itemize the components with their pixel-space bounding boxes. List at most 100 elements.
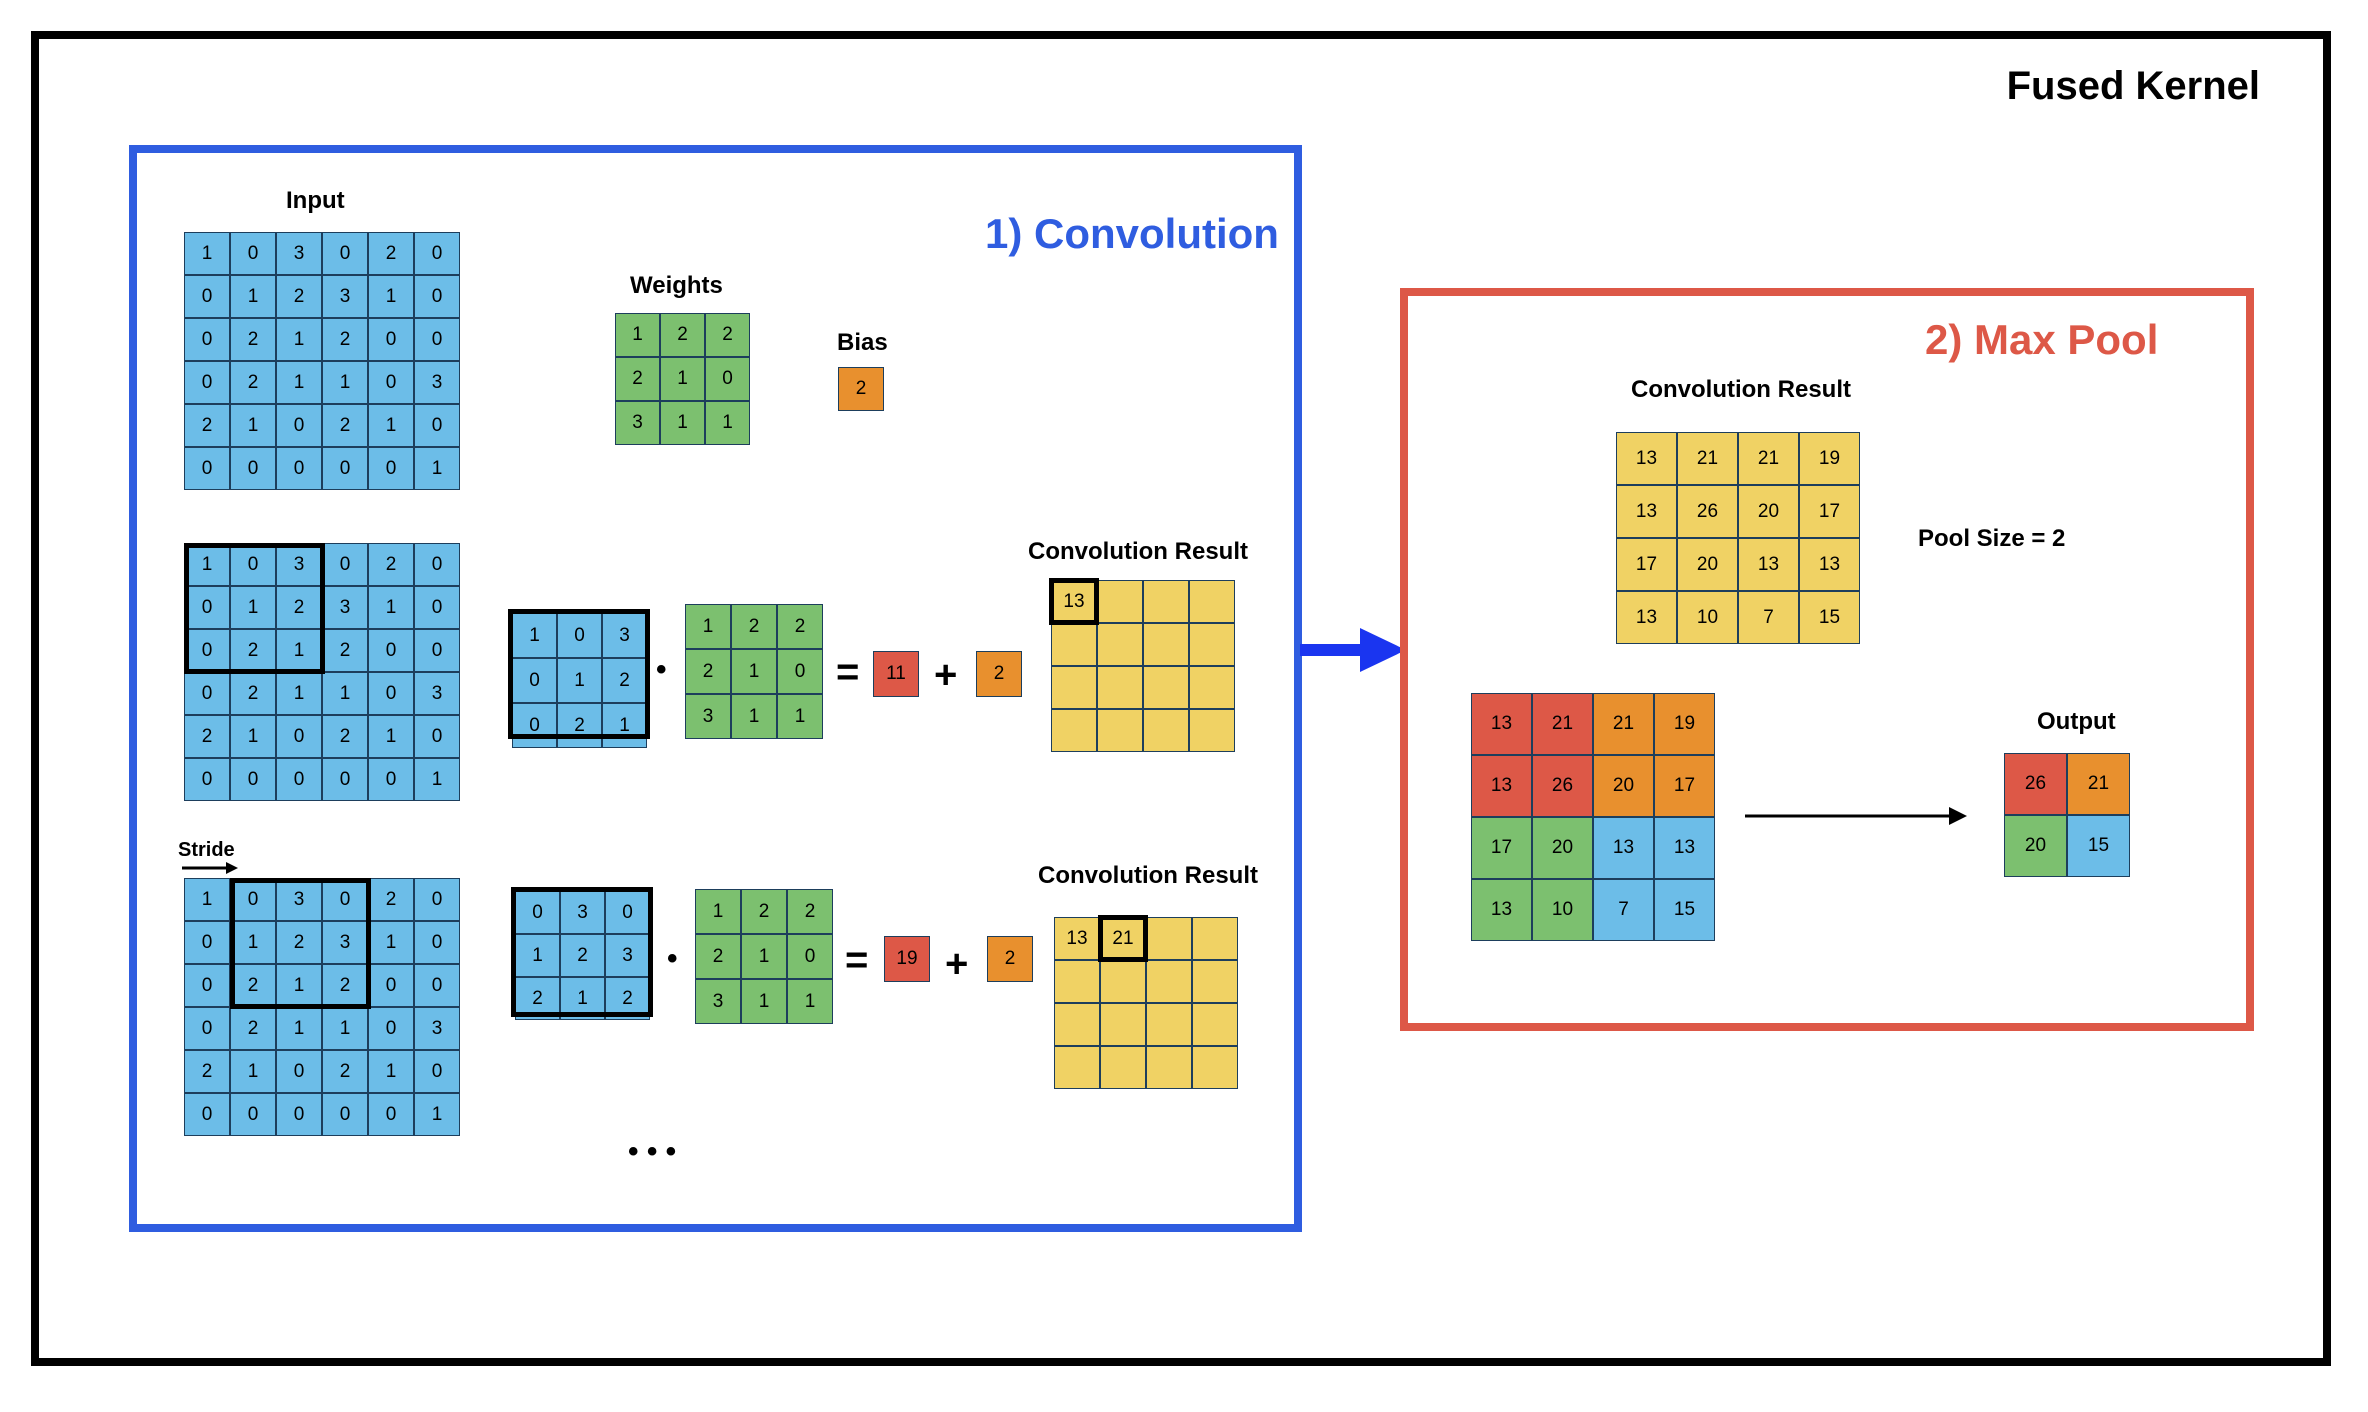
input-grid-step2-cell: 1: [368, 1050, 414, 1093]
input-grid-cell: 0: [230, 447, 276, 490]
input-grid-step2-cell: 0: [368, 964, 414, 1007]
maxpool-colored-grid-cell: 17: [1471, 817, 1532, 879]
equals-operator-2: =: [845, 938, 869, 982]
input-grid-step2-cell: 2: [322, 964, 368, 1007]
weights-grid-cell: 2: [660, 313, 705, 357]
input-grid-cell: 0: [322, 447, 368, 490]
pool-arrow-icon: [1745, 807, 1967, 825]
input-grid-step1-cell: 2: [276, 586, 322, 629]
conv-result-grid-2: 13 21: [1054, 917, 1238, 1089]
input-grid-step1-cell: 0: [230, 543, 276, 586]
maxpool-colored-grid-cell: 7: [1593, 879, 1654, 941]
input-grid-step1-cell: 2: [368, 543, 414, 586]
result-highlight-2: [1098, 915, 1148, 962]
maxpool-colored-grid-cell: 21: [1593, 693, 1654, 755]
maxpool-colored-grid-cell: 10: [1532, 879, 1593, 941]
input-grid-step1-cell: 1: [368, 715, 414, 758]
conv-result-grid-2-cell: [1146, 1046, 1192, 1089]
conv-result-grid-2-cell: [1100, 960, 1146, 1003]
input-grid-step1-cell: 0: [276, 758, 322, 801]
dot-operator-1: •: [656, 653, 667, 686]
dot-result-2: 19: [884, 936, 930, 982]
conv-result-grid-2-cell: [1146, 960, 1192, 1003]
maxpool-colored-grid-cell: 17: [1654, 755, 1715, 817]
conv-result-grid-2-cell: [1054, 1046, 1100, 1089]
conv-result-grid-2-cell: [1054, 1003, 1100, 1046]
conv-result-grid-1-cell: [1189, 623, 1235, 666]
conv-result-grid-1-cell: [1189, 666, 1235, 709]
input-grid-step1-cell: 0: [230, 758, 276, 801]
conv-result-grid-1-cell: [1143, 666, 1189, 709]
maxpool-output-grid-cell: 21: [2067, 753, 2130, 815]
weights-grid-step2-cell: 2: [741, 889, 787, 934]
maxpool-conv-result-grid-cell: 13: [1738, 538, 1799, 591]
maxpool-colored-grid-cell: 13: [1471, 879, 1532, 941]
input-grid-step1-cell: 0: [414, 629, 460, 672]
input-grid-step1-cell: 2: [322, 715, 368, 758]
input-grid-cell: 1: [322, 361, 368, 404]
input-grid-step2-cell: 1: [414, 1093, 460, 1136]
conv-result-grid-1-cell: [1097, 666, 1143, 709]
input-grid-cell: 2: [368, 232, 414, 275]
input-grid-cell: 1: [184, 232, 230, 275]
input-grid-step1-cell: 1: [276, 672, 322, 715]
input-grid-step2-cell: 0: [322, 878, 368, 921]
maxpool-colored-grid-cell: 21: [1532, 693, 1593, 755]
plus-operator-2: +: [945, 942, 969, 986]
window-grid-step1-cell: 1: [557, 658, 602, 703]
weights-grid-cell: 1: [660, 401, 705, 445]
input-grid-cell: 0: [414, 404, 460, 447]
input-grid-step2-cell: 0: [230, 1093, 276, 1136]
maxpool-colored-grid: 13 21 21 19 13 26 20 17 17 20 13 13 13 10 7 15: [1471, 693, 1715, 941]
input-grid-cell: 1: [276, 318, 322, 361]
input-grid-cell: 3: [276, 232, 322, 275]
conv-result-grid-1-cell: [1051, 666, 1097, 709]
maxpool-conv-result-grid-cell: 19: [1799, 432, 1860, 485]
window-grid-step2-cell: 2: [560, 934, 605, 977]
maxpool-conv-result-grid-cell: 20: [1738, 485, 1799, 538]
input-grid-step2-cell: 0: [322, 1093, 368, 1136]
window-highlight-1: [184, 543, 325, 674]
bias-cell: 2: [838, 367, 884, 411]
input-grid-step1-cell: 0: [322, 758, 368, 801]
input-grid-step1-cell: 3: [322, 586, 368, 629]
maxpool-colored-grid-cell: 13: [1471, 693, 1532, 755]
window-frame-2: [511, 887, 653, 1017]
conv-result-grid-2-cell: [1192, 1046, 1238, 1089]
convolution-title: 1) Convolution: [985, 210, 1279, 257]
weights-grid-step2-cell: 1: [695, 889, 741, 934]
input-grid-cell: 0: [368, 318, 414, 361]
input-grid-step1-cell: 0: [414, 586, 460, 629]
conv-result-grid-2-cell: [1054, 960, 1100, 1003]
input-grid-step2-cell: 2: [368, 878, 414, 921]
weights-label: Weights: [630, 272, 723, 299]
conv-result-grid-2-cell: [1146, 1003, 1192, 1046]
conv-result-grid-1-cell: [1097, 623, 1143, 666]
input-grid-step2-cell: 1: [184, 878, 230, 921]
weights-grid-step1-cell: 1: [777, 694, 823, 739]
conv-result-grid-2-cell: [1146, 917, 1192, 960]
input-label: Input: [286, 187, 345, 214]
weights-grid-step1-cell: 1: [731, 649, 777, 694]
weights-grid-step1-cell: 3: [685, 694, 731, 739]
input-grid-cell: 1: [368, 404, 414, 447]
conv-result-grid-1-cell: [1143, 580, 1189, 623]
input-grid-step2-cell: 2: [322, 1050, 368, 1093]
maxpool-conv-result-grid-cell: 20: [1677, 538, 1738, 591]
input-grid-step2-cell: 0: [184, 1007, 230, 1050]
weights-grid-cell: 1: [615, 313, 660, 357]
maxpool-conv-result-grid-cell: 13: [1799, 538, 1860, 591]
input-grid-cell: 0: [368, 447, 414, 490]
fused-kernel-frame: [31, 31, 2331, 1366]
conv-result-grid-1: 13: [1051, 580, 1235, 752]
dot-operator-2: •: [667, 942, 678, 975]
input-grid-step1-cell: 2: [322, 629, 368, 672]
bias-cell-1: 2: [976, 651, 1022, 697]
maxpool-title: 2) Max Pool: [1925, 316, 2159, 363]
input-grid-cell: 0: [184, 318, 230, 361]
maxpool-conv-result-grid-cell: 21: [1738, 432, 1799, 485]
input-grid-cell: 1: [230, 404, 276, 447]
input-grid-step1-cell: 0: [184, 758, 230, 801]
